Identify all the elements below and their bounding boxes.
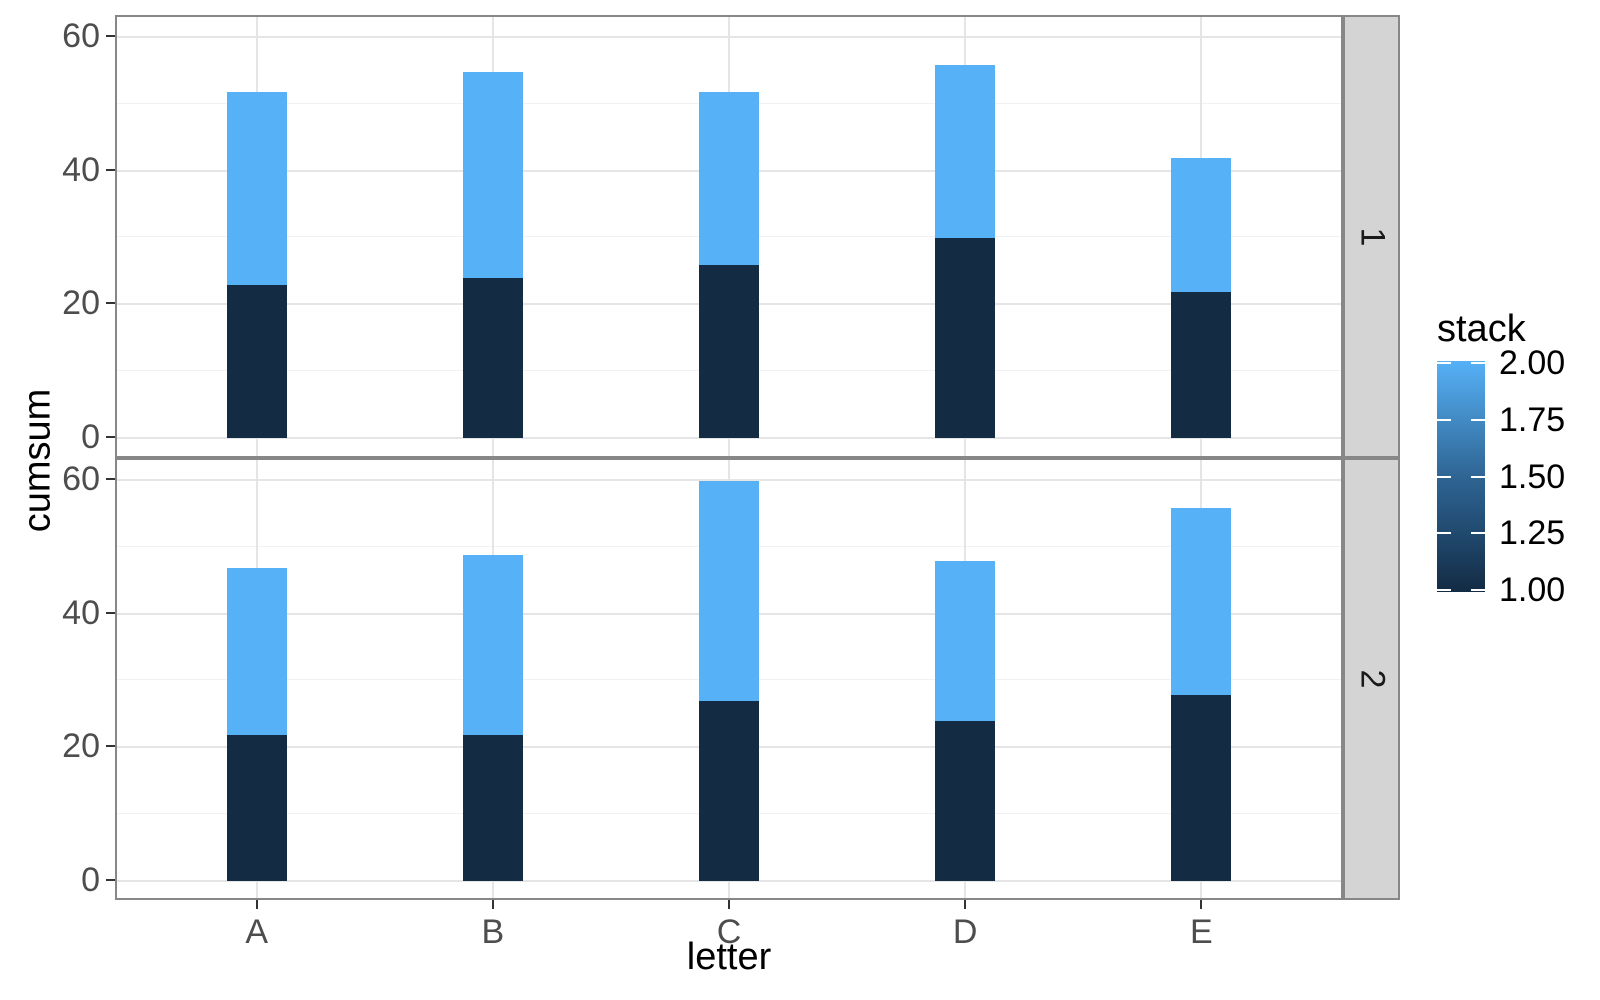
facet-strip-1: 1 bbox=[1343, 15, 1400, 458]
legend-tick-label: 1.50 bbox=[1499, 457, 1566, 496]
bar-B-stack1 bbox=[462, 278, 523, 439]
panel-facet-1 bbox=[115, 15, 1343, 458]
bar-B-stack1 bbox=[462, 734, 523, 882]
colorbar-tick bbox=[1471, 418, 1485, 421]
facet-strip-label: 1 bbox=[1353, 227, 1391, 246]
y-tick-label: 0 bbox=[81, 417, 100, 456]
legend-tick-label: 1.75 bbox=[1499, 400, 1566, 439]
y-tick-label: 20 bbox=[62, 284, 100, 323]
x-tick-label-A: A bbox=[245, 913, 269, 951]
colorbar-tick bbox=[1437, 475, 1451, 478]
y-tick-label: 40 bbox=[62, 150, 100, 189]
y-tick-label: 20 bbox=[62, 727, 100, 766]
y-tick-mark bbox=[106, 168, 115, 171]
colorbar-tick bbox=[1437, 418, 1451, 421]
bar-C-stack2 bbox=[699, 91, 759, 266]
colorbar-tick bbox=[1437, 589, 1451, 591]
bar-C-stack1 bbox=[699, 265, 759, 439]
colorbar-tick bbox=[1471, 589, 1485, 591]
bar-E-stack2 bbox=[1171, 508, 1232, 695]
x-tick-mark bbox=[964, 900, 967, 909]
bar-A-stack2 bbox=[226, 91, 287, 286]
bar-C-stack2 bbox=[699, 481, 759, 702]
x-tick-label-C: C bbox=[716, 913, 742, 951]
colorbar-tick bbox=[1437, 532, 1451, 535]
x-tick-label-E: E bbox=[1189, 913, 1213, 951]
y-tick-mark bbox=[106, 611, 115, 614]
y-tick-mark bbox=[106, 478, 115, 481]
colorbar-tick bbox=[1471, 362, 1485, 364]
y-tick-label: 40 bbox=[62, 593, 100, 632]
bar-E-stack1 bbox=[1171, 291, 1232, 439]
x-tick-mark bbox=[728, 900, 730, 909]
y-tick-mark bbox=[106, 745, 115, 748]
x-tick-mark bbox=[255, 900, 258, 909]
y-tick-mark bbox=[106, 302, 115, 305]
bar-C-stack1 bbox=[699, 701, 759, 882]
y-tick-mark bbox=[106, 878, 115, 881]
x-axis-title: letter bbox=[686, 936, 772, 978]
colorbar-tick bbox=[1471, 475, 1485, 478]
bar-E-stack1 bbox=[1171, 694, 1232, 882]
y-tick-label: 60 bbox=[62, 17, 100, 56]
y-tick-mark bbox=[106, 35, 115, 38]
bar-D-stack1 bbox=[935, 238, 996, 439]
colorbar-tick bbox=[1437, 362, 1451, 364]
bar-A-stack2 bbox=[226, 568, 287, 735]
bar-A-stack1 bbox=[226, 285, 287, 439]
colorbar-tick bbox=[1471, 532, 1485, 535]
bar-B-stack2 bbox=[462, 554, 523, 735]
y-tick-label: 0 bbox=[81, 860, 100, 899]
facet-strip-label: 2 bbox=[1353, 669, 1391, 689]
x-tick-mark bbox=[491, 900, 494, 909]
legend-tick-label: 1.00 bbox=[1499, 571, 1566, 609]
x-tick-label-D: D bbox=[952, 913, 978, 951]
bar-A-stack1 bbox=[226, 734, 287, 882]
y-tick-label: 60 bbox=[62, 460, 100, 499]
bar-E-stack2 bbox=[1171, 158, 1232, 292]
bar-D-stack2 bbox=[935, 65, 996, 239]
legend-tick-label: 1.25 bbox=[1499, 514, 1566, 553]
panel-facet-2 bbox=[115, 458, 1343, 900]
bar-D-stack1 bbox=[935, 721, 996, 882]
bar-D-stack2 bbox=[935, 561, 996, 722]
legend-title: stack bbox=[1437, 308, 1526, 350]
y-tick-mark bbox=[106, 435, 115, 438]
legend-tick-label: 2.00 bbox=[1499, 344, 1566, 382]
bar-B-stack2 bbox=[462, 71, 523, 279]
facet-strip-2: 2 bbox=[1343, 458, 1400, 900]
x-tick-label-B: B bbox=[481, 913, 505, 951]
x-tick-mark bbox=[1200, 900, 1203, 909]
